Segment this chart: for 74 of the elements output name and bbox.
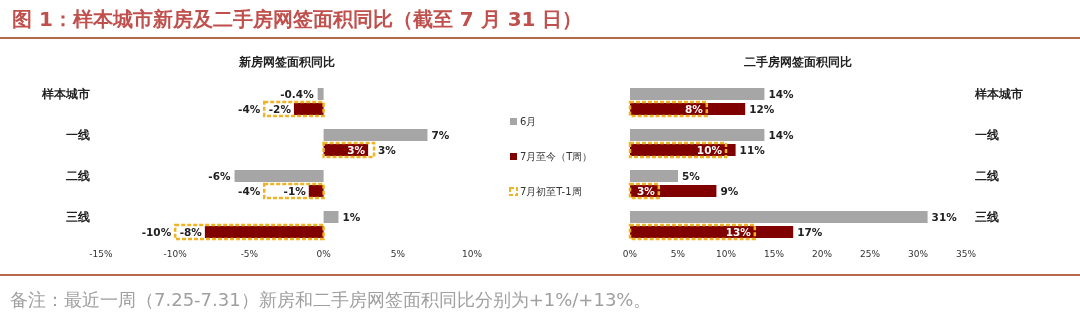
text: 备注：最近一周（7.25-7.31）新房和二手房网签面积同比分别为+1%/+13%。 <box>10 289 652 310</box>
x-tick-label: -10% <box>163 249 188 259</box>
bar <box>317 88 324 100</box>
data-label: 3% <box>347 144 366 156</box>
data-label: -4% <box>238 185 261 197</box>
y-tick-label: 三线 <box>975 210 999 224</box>
data-label: -1% <box>283 185 307 197</box>
x-tick-label: -5% <box>240 249 259 259</box>
data-label: 7% <box>431 129 450 141</box>
bar <box>628 182 661 200</box>
data-label: 31% <box>931 211 958 223</box>
x-tick-label: 20% <box>811 249 833 259</box>
data-label: -2% <box>268 103 292 115</box>
bar <box>628 223 757 241</box>
data-label: 1% <box>342 211 361 223</box>
y-tick-label: 样本城市 <box>41 87 90 101</box>
chart-title: 新房网签面积同比 <box>237 55 335 69</box>
data-label: -6% <box>208 170 232 182</box>
bar <box>630 170 678 182</box>
x-tick-label: 15% <box>763 249 785 259</box>
data-label: 11% <box>739 144 766 156</box>
x-tick-label: 0% <box>622 249 638 259</box>
x-tick-label: 0% <box>316 249 332 259</box>
x-tick-label: 10% <box>715 249 737 259</box>
bar <box>323 129 428 141</box>
data-label: 5% <box>682 170 701 182</box>
bar <box>630 88 765 100</box>
data-label: 14% <box>768 129 795 141</box>
data-label: 13% <box>725 226 752 238</box>
bar <box>173 223 325 241</box>
x-tick-label: 5% <box>670 249 686 259</box>
data-label: -4% <box>238 103 261 115</box>
x-tick-label: 35% <box>955 249 977 259</box>
bar <box>628 141 728 159</box>
bar <box>262 100 325 118</box>
bar <box>630 103 746 115</box>
data-label: 9% <box>720 185 739 197</box>
bar <box>323 211 339 223</box>
bar <box>308 185 324 197</box>
bar <box>630 211 928 223</box>
legend-label: 7月至今（T周） <box>520 151 593 162</box>
data-label: 10% <box>696 144 723 156</box>
x-tick-label: 30% <box>907 249 929 259</box>
data-label: 17% <box>797 226 823 238</box>
data-label: -10% <box>141 226 172 238</box>
y-tick-label: 二线 <box>66 169 90 183</box>
data-label: 3% <box>636 185 656 197</box>
bar <box>630 129 765 141</box>
legend-label: 7月初至T-1周 <box>520 186 582 197</box>
legend-label: 6月 <box>520 116 537 127</box>
bar <box>234 170 324 182</box>
y-tick-label: 样本城市 <box>974 87 1023 101</box>
bar <box>630 226 794 238</box>
y-tick-label: 三线 <box>66 210 90 224</box>
chart-title: 二手房网签面积同比 <box>744 55 852 69</box>
x-tick-label: -15% <box>89 249 114 259</box>
data-label: -8% <box>179 226 203 238</box>
x-tick-label: 25% <box>859 249 881 259</box>
bar <box>628 100 709 118</box>
bar <box>262 182 325 200</box>
bar <box>322 141 376 159</box>
bar <box>204 226 324 238</box>
y-tick-label: 二线 <box>975 169 999 183</box>
caption: 图 1：样本城市新房及二手房网签面积同比（截至 7 月 31 日） <box>12 7 583 31</box>
data-label: -0.4% <box>280 88 315 100</box>
y-tick-label: 一线 <box>66 128 90 142</box>
x-tick-label: 10% <box>461 249 483 259</box>
data-label: 3% <box>378 144 397 156</box>
data-label: 14% <box>768 88 795 100</box>
y-tick-label: 一线 <box>975 128 999 142</box>
x-tick-label: 5% <box>390 249 406 259</box>
bar <box>293 103 324 115</box>
data-label: 8% <box>684 103 704 115</box>
data-label: 12% <box>749 103 775 115</box>
